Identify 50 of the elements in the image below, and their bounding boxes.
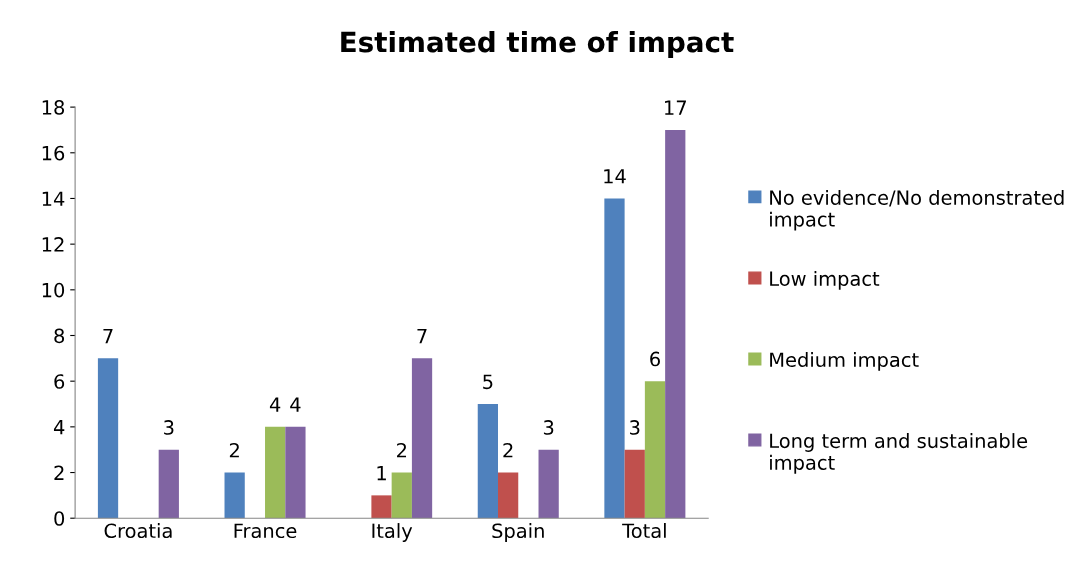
data-label: 7 xyxy=(103,329,113,344)
data-label: 2 xyxy=(397,442,407,458)
chart-title: Estimated time of impact xyxy=(341,31,734,58)
x-tick-label: France xyxy=(234,523,297,539)
bar xyxy=(391,472,412,519)
data-label: 4 xyxy=(269,397,281,412)
legend-label: Long term and sustainable impact xyxy=(770,433,1028,474)
y-tick-label: 18 xyxy=(42,100,65,115)
x-tick-label: Croatia xyxy=(104,523,172,539)
legend-label: Medium impact xyxy=(770,352,919,371)
data-label: 17 xyxy=(665,100,686,115)
y-tick-label: 4 xyxy=(53,420,65,435)
bar xyxy=(665,129,686,519)
data-label: 3 xyxy=(630,420,640,435)
data-label: 4 xyxy=(290,397,301,412)
bar xyxy=(644,381,666,519)
data-label: 6 xyxy=(650,351,660,367)
y-tick-label: 0 xyxy=(54,511,65,526)
y-tick-label: 6 xyxy=(54,374,65,389)
bar xyxy=(158,449,179,519)
bar xyxy=(265,426,286,519)
y-tick-label: 10 xyxy=(42,282,65,298)
data-label: 3 xyxy=(164,420,174,435)
bar xyxy=(411,358,433,519)
y-tick-label: 12 xyxy=(42,237,64,252)
x-tick-label: Spain xyxy=(492,523,544,542)
bar xyxy=(285,426,306,519)
legend-label: No evidence/No demonstrated impact xyxy=(770,189,1064,231)
bar xyxy=(97,358,119,519)
bar xyxy=(477,404,498,519)
bar xyxy=(604,198,625,519)
bar xyxy=(224,472,245,519)
x-tick-label: Total xyxy=(622,523,666,539)
data-label: 5 xyxy=(483,374,493,390)
x-tick-label: Italy xyxy=(372,523,413,542)
data-label: 14 xyxy=(604,169,626,184)
y-tick-label: 14 xyxy=(42,191,65,206)
data-label: 2 xyxy=(229,442,239,458)
legend-label: Low impact xyxy=(770,270,880,290)
bar xyxy=(624,449,645,519)
bar xyxy=(371,495,392,519)
data-label: 3 xyxy=(543,420,554,435)
data-label: 2 xyxy=(503,442,513,458)
y-tick-label: 2 xyxy=(54,465,64,480)
data-label: 7 xyxy=(417,329,427,344)
bar xyxy=(538,449,559,519)
y-tick-label: 16 xyxy=(42,145,65,161)
y-tick-label: 8 xyxy=(54,328,65,344)
data-label: 1 xyxy=(377,466,386,481)
bar xyxy=(498,472,519,519)
